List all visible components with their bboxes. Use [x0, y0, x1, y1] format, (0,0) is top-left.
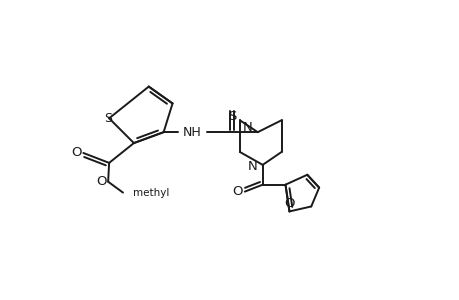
- Text: S: S: [227, 110, 235, 123]
- Text: O: O: [284, 197, 294, 210]
- Text: O: O: [96, 175, 106, 188]
- Text: N: N: [242, 121, 252, 134]
- Text: O: O: [71, 146, 82, 160]
- Text: N: N: [247, 160, 257, 173]
- Text: NH: NH: [183, 126, 202, 139]
- Text: S: S: [104, 112, 112, 125]
- Text: O: O: [232, 185, 243, 198]
- Text: methyl: methyl: [133, 188, 169, 198]
